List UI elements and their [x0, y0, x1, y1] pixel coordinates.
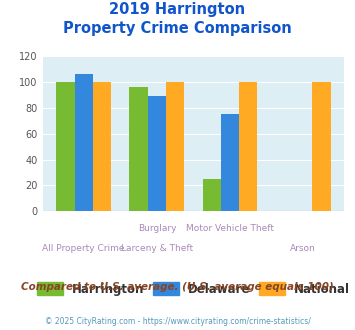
Bar — [130, 87, 148, 211]
Text: Property Crime Comparison: Property Crime Comparison — [63, 21, 292, 36]
Text: Compared to U.S. average. (U.S. average equals 100): Compared to U.S. average. (U.S. average … — [21, 282, 334, 292]
Bar — [56, 82, 75, 211]
Text: © 2025 CityRating.com - https://www.cityrating.com/crime-statistics/: © 2025 CityRating.com - https://www.city… — [45, 317, 310, 326]
Bar — [75, 74, 93, 211]
Text: Arson: Arson — [290, 244, 316, 253]
Text: Larceny & Theft: Larceny & Theft — [121, 244, 193, 253]
Bar — [221, 114, 239, 211]
Text: All Property Crime: All Property Crime — [43, 244, 125, 253]
Bar — [203, 179, 221, 211]
Bar — [312, 82, 331, 211]
Bar — [239, 82, 257, 211]
Bar — [166, 82, 184, 211]
Text: Motor Vehicle Theft: Motor Vehicle Theft — [186, 224, 274, 233]
Bar — [148, 96, 166, 211]
Bar — [93, 82, 111, 211]
Text: 2019 Harrington: 2019 Harrington — [109, 2, 246, 16]
Legend: Harrington, Delaware, National: Harrington, Delaware, National — [37, 282, 350, 296]
Text: Burglary: Burglary — [138, 224, 176, 233]
